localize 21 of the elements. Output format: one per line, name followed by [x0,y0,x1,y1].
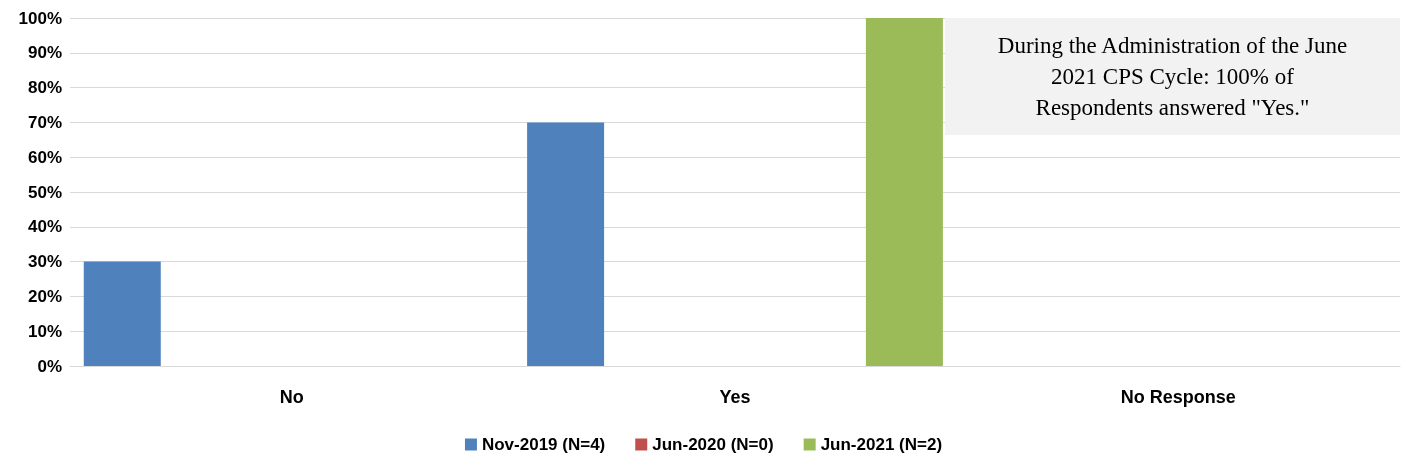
y-tick-label: 90% [27,43,62,63]
y-tick-label: 40% [27,217,62,237]
y-tick-label: 60% [27,147,62,167]
y-tick-label: 50% [27,182,62,202]
y-tick-label: 70% [27,112,62,132]
x-tick-label: Yes [719,387,751,407]
bar [83,261,161,366]
y-tick-label: 100% [18,8,62,28]
y-tick-label: 80% [27,78,62,98]
bar [865,18,943,366]
y-tick-label: 0% [37,356,62,376]
bar [527,122,605,366]
x-tick-label: No [279,387,304,407]
x-tick-label: No Response [1120,387,1236,407]
y-tick-label: 20% [27,286,62,306]
legend-label: Nov-2019 (N=4) [481,435,606,454]
y-tick-label: 30% [27,252,62,272]
legend-label: Jun-2020 (N=0) [652,435,774,454]
y-tick-label: 10% [27,321,62,341]
annotation: During the Administration of the June 2021 CPS Cycle: 100% of Respondents answered "Yes." [996,32,1349,122]
legend-label: Jun-2021 (N=2) [820,435,943,454]
